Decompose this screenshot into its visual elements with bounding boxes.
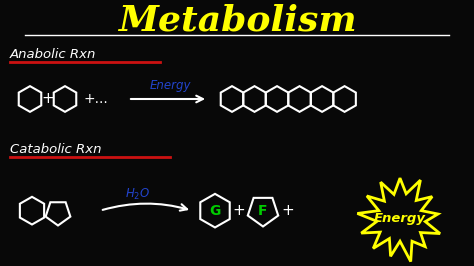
Text: G: G (210, 204, 221, 218)
Text: Anabolic Rxn: Anabolic Rxn (10, 48, 96, 61)
Text: Catabolic Rxn: Catabolic Rxn (10, 143, 101, 156)
Text: F: F (258, 204, 268, 218)
Text: +: + (233, 203, 246, 218)
Text: Energy: Energy (149, 79, 191, 92)
Text: Energy: Energy (374, 212, 426, 225)
Text: H$_2$O: H$_2$O (125, 187, 151, 202)
Text: +: + (282, 203, 294, 218)
Text: +: + (42, 92, 55, 106)
Text: +...: +... (84, 92, 109, 106)
Text: Metabolism: Metabolism (118, 4, 356, 38)
